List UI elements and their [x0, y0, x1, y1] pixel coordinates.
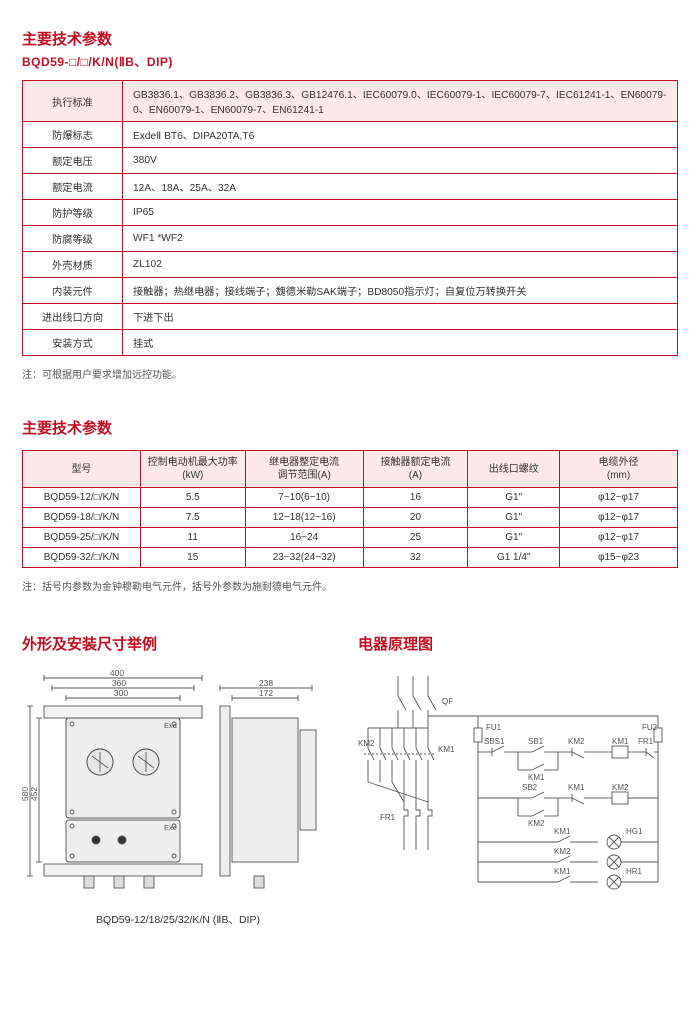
param-cell: φ12~φ17 — [560, 508, 678, 528]
section2-title: 主要技术参数 — [22, 417, 678, 438]
svg-text:FR1: FR1 — [380, 813, 396, 822]
param-cell: 16~24 — [245, 528, 363, 548]
dimension-caption: BQD59-12/18/25/32/K/N (ⅡB、DIP) — [22, 912, 334, 927]
param-cell: G1" — [468, 528, 560, 548]
param-cell: 25 — [363, 528, 468, 548]
dimension-drawing: 400 360 300 Exd — [22, 670, 332, 900]
svg-text:KM2: KM2 — [528, 819, 545, 828]
spec-label: 防腐等级 — [23, 226, 123, 252]
spec-label: 内装元件 — [23, 278, 123, 304]
circuit-diagram: QF KM2 KM1 FR1 — [358, 670, 678, 900]
param-header: 接触器额定电流(A) — [363, 451, 468, 488]
param-cell: 11 — [140, 528, 245, 548]
param-cell: 7~10(6~10) — [245, 488, 363, 508]
svg-text:400: 400 — [110, 670, 124, 678]
svg-text:SBS1: SBS1 — [484, 737, 505, 746]
svg-text:Exe: Exe — [164, 823, 177, 832]
svg-text:300: 300 — [114, 688, 128, 698]
svg-text:HR1: HR1 — [626, 867, 643, 876]
spec-value: IP65 — [123, 200, 678, 226]
section2-note: 注：括号内参数为金钟穆勒电气元件，括号外参数为施耐德电气元件。 — [22, 578, 678, 593]
svg-text:KM2: KM2 — [568, 737, 585, 746]
svg-text:FU1: FU1 — [486, 723, 502, 732]
param-cell: BQD59-12/□/K/N — [23, 488, 141, 508]
spec-value: ZL102 — [123, 252, 678, 278]
svg-text:KM2: KM2 — [358, 739, 375, 748]
param-header: 电缆外径(mm) — [560, 451, 678, 488]
param-cell: 7.5 — [140, 508, 245, 528]
circuit-col: 电器原理图 QF KM2 — [358, 633, 678, 927]
spec-label: 额定电流 — [23, 174, 123, 200]
svg-text:FU2: FU2 — [642, 723, 658, 732]
svg-text:FR1: FR1 — [638, 737, 654, 746]
spec-label: 额定电压 — [23, 148, 123, 174]
svg-text:172: 172 — [259, 688, 273, 698]
param-cell: BQD59-32/□/K/N — [23, 548, 141, 568]
spec-label: 外壳材质 — [23, 252, 123, 278]
dimensions-col: 外形及安装尺寸举例 400 360 300 Exd — [22, 633, 334, 927]
param-cell: G1" — [468, 508, 560, 528]
param-cell: 5.5 — [140, 488, 245, 508]
param-cell: G1" — [468, 488, 560, 508]
svg-text:KM1: KM1 — [568, 783, 585, 792]
svg-text:QF: QF — [442, 697, 453, 706]
spec-label: 防护等级 — [23, 200, 123, 226]
param-cell: 12~18(12~16) — [245, 508, 363, 528]
svg-text:KM2: KM2 — [612, 783, 629, 792]
svg-text:KM1: KM1 — [528, 773, 545, 782]
section1-note: 注：可根据用户要求增加远控功能。 — [22, 366, 678, 381]
spec-value: WF1 *WF2 — [123, 226, 678, 252]
spec-label: 执行标准 — [23, 81, 123, 122]
svg-text:KM1: KM1 — [438, 745, 455, 754]
spec-value: ExdeⅡ BT6、DIPA20TA,T6 — [123, 122, 678, 148]
param-header: 型号 — [23, 451, 141, 488]
spec-label: 安装方式 — [23, 330, 123, 356]
svg-text:KM1: KM1 — [554, 867, 571, 876]
spec-label: 进出线口方向 — [23, 304, 123, 330]
param-header: 控制电动机最大功率(kW) — [140, 451, 245, 488]
svg-text:KM1: KM1 — [612, 737, 629, 746]
param-cell: 15 — [140, 548, 245, 568]
svg-text:KM1: KM1 — [554, 827, 571, 836]
svg-text:Exd: Exd — [164, 721, 177, 730]
param-cell: φ12~φ17 — [560, 488, 678, 508]
circuit-title: 电器原理图 — [358, 633, 678, 654]
svg-text:KM2: KM2 — [554, 847, 571, 856]
svg-text:360: 360 — [112, 678, 126, 688]
spec-value: 12A、18A、25A、32A — [123, 174, 678, 200]
section1-title: 主要技术参数 — [22, 28, 678, 49]
param-cell: BQD59-18/□/K/N — [23, 508, 141, 528]
section1-subtitle: BQD59-□/□/K/N(ⅡB、DIP) — [22, 53, 678, 70]
spec-value: 下进下出 — [123, 304, 678, 330]
param-header: 出线口螺纹 — [468, 451, 560, 488]
param-table: 型号控制电动机最大功率(kW)继电器整定电流调节范围(A)接触器额定电流(A)出… — [22, 450, 678, 568]
param-cell: 20 — [363, 508, 468, 528]
spec-value: GB3836.1、GB3836.2、GB3836.3、GB12476.1、IEC… — [123, 81, 678, 122]
param-cell: 16 — [363, 488, 468, 508]
svg-text:452: 452 — [29, 787, 39, 801]
dimensions-title: 外形及安装尺寸举例 — [22, 633, 334, 654]
spec-value: 接触器；热继电器；接线端子；魏德米勒SAK端子；BD8050指示灯；自复位万转换… — [123, 278, 678, 304]
spec-label: 防爆标志 — [23, 122, 123, 148]
param-header: 继电器整定电流调节范围(A) — [245, 451, 363, 488]
spec-table: 执行标准GB3836.1、GB3836.2、GB3836.3、GB12476.1… — [22, 80, 678, 356]
spec-value: 380V — [123, 148, 678, 174]
param-cell: φ12~φ17 — [560, 528, 678, 548]
spec-value: 挂式 — [123, 330, 678, 356]
param-cell: 23~32(24~32) — [245, 548, 363, 568]
svg-text:SB2: SB2 — [522, 783, 538, 792]
svg-text:238: 238 — [259, 678, 273, 688]
svg-text:SB1: SB1 — [528, 737, 544, 746]
param-cell: G1 1/4" — [468, 548, 560, 568]
svg-text:HG1: HG1 — [626, 827, 643, 836]
param-cell: φ15~φ23 — [560, 548, 678, 568]
param-cell: BQD59-25/□/K/N — [23, 528, 141, 548]
param-cell: 32 — [363, 548, 468, 568]
